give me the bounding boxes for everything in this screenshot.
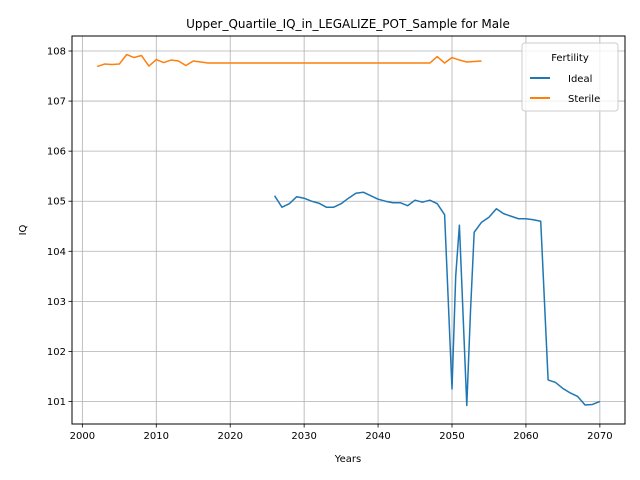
legend-label-ideal: Ideal [568, 74, 592, 85]
x-tick-label: 2070 [587, 431, 612, 442]
y-axis: 101 102 103 104 105 106 107 108 [47, 47, 72, 408]
x-axis: 2000 2010 2020 2030 2040 2050 2060 2070 [70, 424, 613, 442]
series-layer [96, 53, 601, 407]
legend: Fertility Ideal Sterile [521, 42, 619, 112]
y-tick-label: 105 [47, 197, 66, 208]
x-tick-label: 2040 [365, 431, 390, 442]
y-tick-label: 107 [47, 97, 66, 108]
legend-label-sterile: Sterile [568, 94, 600, 105]
y-tick-label: 108 [47, 47, 66, 58]
x-axis-label: Years [334, 454, 361, 465]
x-tick-label: 2000 [70, 431, 95, 442]
legend-title: Fertility [551, 53, 589, 64]
series-line-ideal [273, 191, 601, 407]
x-tick-label: 2010 [144, 431, 169, 442]
chart-title: Upper_Quartile_IQ_in_LEGALIZE_POT_Sample… [186, 17, 510, 31]
x-tick-label: 2060 [513, 431, 538, 442]
y-tick-label: 103 [47, 297, 66, 308]
x-tick-label: 2020 [217, 431, 242, 442]
y-tick-label: 106 [47, 147, 66, 158]
x-tick-label: 2030 [291, 431, 316, 442]
y-tick-label: 101 [47, 397, 66, 408]
x-tick-label: 2050 [439, 431, 464, 442]
y-axis-label: IQ [18, 224, 29, 235]
plot-frame [71, 35, 626, 425]
legend-box [521, 42, 619, 112]
y-tick-label: 102 [47, 347, 66, 358]
series-line-sterile [96, 53, 482, 68]
y-tick-label: 104 [47, 247, 66, 258]
